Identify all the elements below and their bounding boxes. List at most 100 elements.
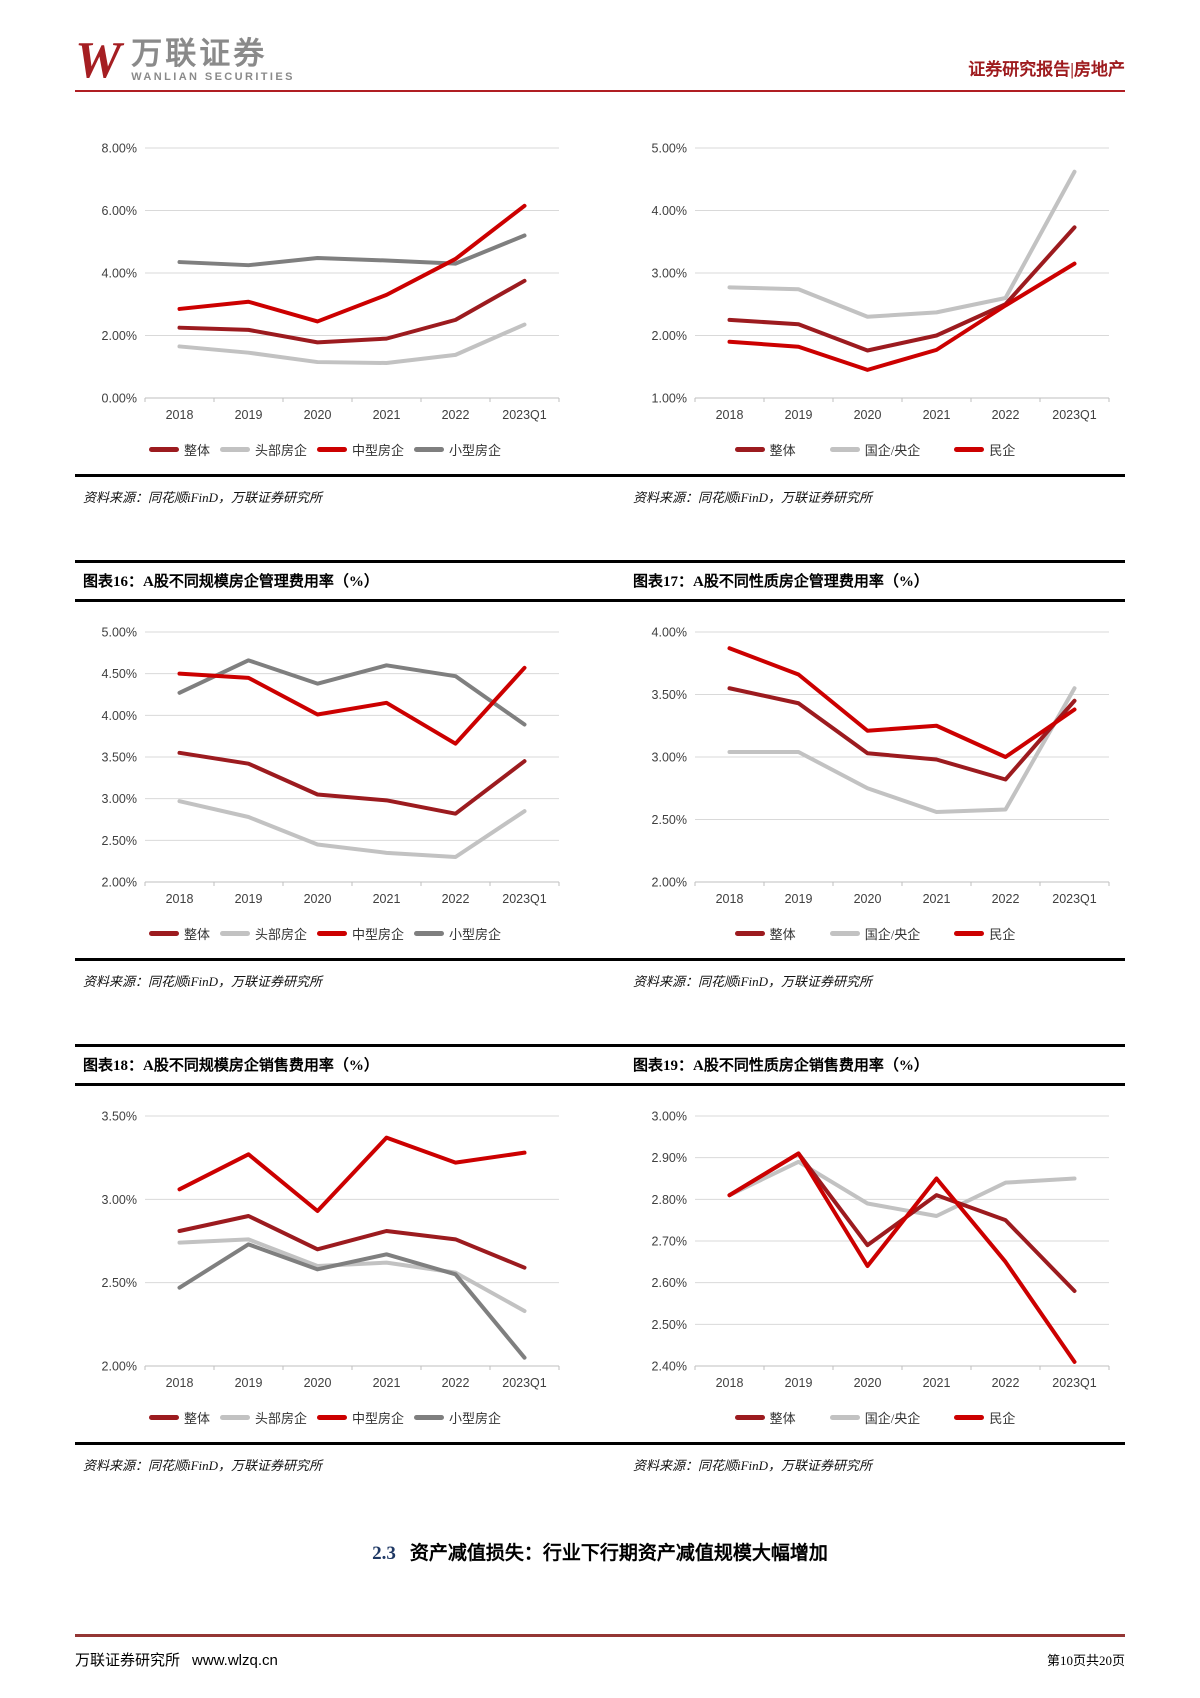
svg-text:2018: 2018 [716,408,744,422]
svg-text:2018: 2018 [716,1376,744,1390]
legend-item: 整体 [148,440,210,459]
legend-line-swatch [734,446,765,452]
chart-legend: 整体 国企/央企 民企 [625,922,1125,944]
footer-institute: 万联证券研究所 [75,1653,181,1669]
figure-title-band-18-19: 图表18：A股不同规模房企销售费用率（%） 图表19：A股不同性质房企销售费用率… [75,1044,1125,1086]
chart-legend: 整体 头部房企 中型房企 小型房企 [75,1406,575,1428]
legend-label: 小型房企 [449,926,502,942]
figure-row-1: 0.00% 2.00% 4.00% 6.00% 8.00% 2018 2019 2020 202… [75,118,1125,460]
svg-text:3.00%: 3.00% [652,751,687,765]
svg-text:2019: 2019 [235,892,263,906]
svg-text:8.00%: 8.00% [102,142,137,156]
svg-text:2023Q1: 2023Q1 [1052,892,1097,906]
wanlian-logo: W 万联证券 WANLIAN SECURITIES [75,32,295,89]
svg-text:2020: 2020 [854,408,882,422]
legend-line-swatch [954,1414,985,1420]
svg-text:2023Q1: 2023Q1 [1052,408,1097,422]
legend-line-swatch [414,930,445,936]
legend-item: 民企 [954,440,1015,459]
line-chart-admin-expense-by-size: 2.00% 2.50% 3.00% 3.50% 4.00% 4.50% 5.00% 2018 2… [102,626,560,906]
source-note: 资料来源：同花顺iFinD，万联证券研究所 [633,974,873,989]
legend-label: 小型房企 [449,1410,502,1426]
svg-text:2022: 2022 [442,408,470,422]
line-chart-selling-expense-by-size: 2.00% 2.50% 3.00% 3.50% 2018 2019 2020 2021 2022… [102,1110,560,1390]
figure-bottom-rule [75,474,1125,477]
svg-text:2.00%: 2.00% [102,876,137,890]
source-row-1: 资料来源：同花顺iFinD，万联证券研究所 资料来源：同花顺iFinD，万联证券… [75,477,1125,506]
legend-item: 整体 [734,924,796,943]
svg-text:2.60%: 2.60% [652,1276,687,1290]
figure-row-3: 2.00% 2.50% 3.00% 3.50% 2018 2019 2020 2021 2022… [75,1086,1125,1428]
legend-item: 中型房企 [317,440,404,459]
footer-url: www.wlzq.cn [192,1652,278,1669]
section-number: 2.3 [372,1543,396,1564]
legend-line-swatch [829,1414,860,1420]
legend-item: 整体 [148,1408,210,1427]
chart-legend: 整体 国企/央企 民企 [625,438,1125,460]
wanlian-w-icon: W [75,32,122,89]
legend-line-swatch [317,930,347,936]
legend-label: 国企/央企 [864,1410,921,1426]
legend-label: 民企 [989,442,1016,458]
svg-text:2.00%: 2.00% [102,329,137,343]
svg-text:2022: 2022 [992,1376,1020,1390]
legend-line-swatch [219,446,250,452]
legend-item: 小型房企 [414,924,501,943]
logo-chinese-name: 万联证券 [131,36,268,71]
logo-english-name: WANLIAN SECURITIES [131,71,295,83]
legend-item: 小型房企 [414,1408,501,1427]
svg-text:2018: 2018 [716,892,744,906]
chart-admin-expense-by-size: 2.00% 2.50% 3.00% 3.50% 4.00% 4.50% 5.00% 2018 2… [75,618,575,944]
legend-label: 整体 [769,926,796,942]
svg-text:2022: 2022 [992,408,1020,422]
source-note: 资料来源：同花顺iFinD，万联证券研究所 [633,1458,873,1473]
legend-item: 头部房企 [219,924,307,943]
source-note: 资料来源：同花顺iFinD，万联证券研究所 [83,1458,323,1473]
chart-legend: 整体 国企/央企 民企 [625,1406,1125,1428]
legend-item: 民企 [954,924,1015,943]
svg-text:2021: 2021 [923,1376,951,1390]
source-note: 资料来源：同花顺iFinD，万联证券研究所 [83,974,323,989]
legend-label: 中型房企 [352,442,405,458]
legend-item: 整体 [734,440,796,459]
chart-legend: 整体 头部房企 中型房企 小型房企 [75,922,575,944]
legend-line-swatch [317,1414,347,1420]
report-category-tag: 证券研究报告|房地产 [968,60,1125,79]
legend-line-swatch [734,930,765,936]
legend-item: 整体 [148,924,210,943]
legend-label: 中型房企 [352,926,405,942]
legend-label: 国企/央企 [864,926,921,942]
chart-selling-expense-by-ownership: 2.40% 2.50% 2.60% 2.70% 2.80% 2.90% 3.00% 2018 2… [625,1102,1125,1428]
chart-selling-expense-by-size: 2.00% 2.50% 3.00% 3.50% 2018 2019 2020 2021 2022… [75,1102,575,1428]
svg-text:6.00%: 6.00% [102,204,137,218]
legend-item: 中型房企 [317,1408,404,1427]
svg-text:2.00%: 2.00% [652,329,687,343]
legend-item: 头部房企 [219,1408,307,1427]
legend-item: 民企 [954,1408,1015,1427]
svg-text:2.40%: 2.40% [652,1360,687,1374]
svg-text:2023Q1: 2023Q1 [502,408,547,422]
svg-text:4.50%: 4.50% [102,667,137,681]
svg-text:2018: 2018 [166,1376,194,1390]
legend-label: 整体 [183,442,210,458]
line-chart-finance-expense-by-ownership: 1.00% 2.00% 3.00% 4.00% 5.00% 2018 2019 2020 202… [652,142,1110,422]
legend-label: 头部房企 [254,926,307,942]
line-chart-finance-expense-by-size: 0.00% 2.00% 4.00% 6.00% 8.00% 2018 2019 2020 202… [102,142,560,422]
svg-text:2.90%: 2.90% [652,1151,687,1165]
chart-expense-by-size: 0.00% 2.00% 4.00% 6.00% 8.00% 2018 2019 2020 202… [75,134,575,460]
svg-text:0.00%: 0.00% [102,392,137,406]
legend-label: 中型房企 [352,1410,405,1426]
svg-text:2019: 2019 [785,408,813,422]
svg-text:2022: 2022 [992,892,1020,906]
legend-line-swatch [219,930,250,936]
legend-label: 头部房企 [254,442,307,458]
figure-bottom-rule [75,1442,1125,1445]
svg-text:2021: 2021 [373,892,401,906]
svg-text:3.50%: 3.50% [102,751,137,765]
source-row-2: 资料来源：同花顺iFinD，万联证券研究所 资料来源：同花顺iFinD，万联证券… [75,961,1125,990]
svg-text:2019: 2019 [235,408,263,422]
svg-text:2.50%: 2.50% [102,1276,137,1290]
legend-label: 小型房企 [449,442,502,458]
legend-label: 整体 [769,442,796,458]
